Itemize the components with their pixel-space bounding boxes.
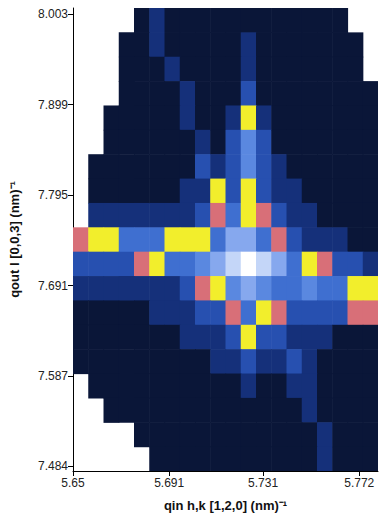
svg-text:7.691: 7.691 — [38, 279, 68, 293]
svg-text:qout l [0,0,3] (nm)⁻¹: qout l [0,0,3] (nm)⁻¹ — [7, 181, 22, 298]
svg-text:5.772: 5.772 — [344, 476, 374, 490]
svg-text:7.899: 7.899 — [38, 98, 68, 112]
svg-text:8.003: 8.003 — [38, 7, 68, 21]
svg-text:7.587: 7.587 — [38, 369, 68, 383]
svg-text:5.65: 5.65 — [61, 476, 85, 490]
svg-text:7.484: 7.484 — [38, 459, 68, 473]
svg-text:qin h,k [1,2,0] (nm)⁻¹: qin h,k [1,2,0] (nm)⁻¹ — [164, 498, 287, 513]
svg-text:5.731: 5.731 — [248, 476, 278, 490]
svg-text:7.795: 7.795 — [38, 188, 68, 202]
svg-text:5.691: 5.691 — [154, 476, 184, 490]
